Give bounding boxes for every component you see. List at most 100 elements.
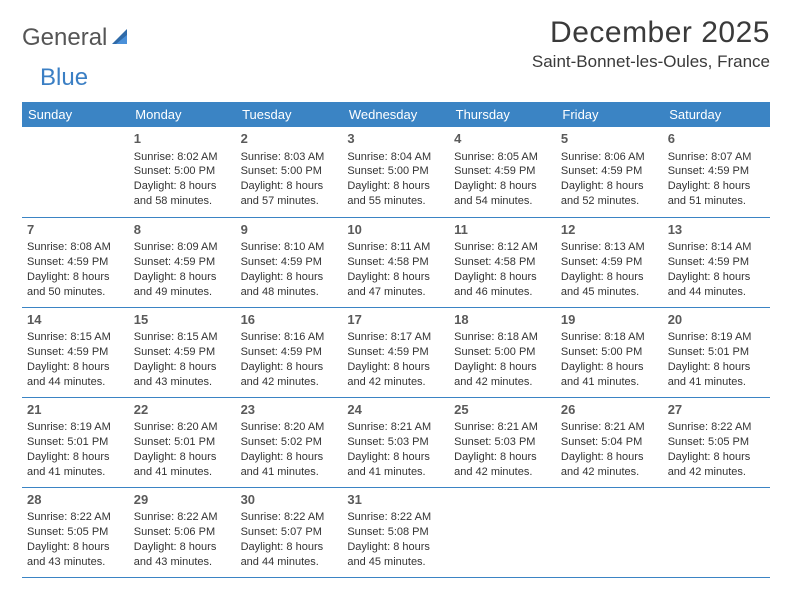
day-number: 19 (561, 311, 658, 329)
day-number: 25 (454, 401, 551, 419)
day-number: 27 (668, 401, 765, 419)
calendar-day-cell: 21Sunrise: 8:19 AMSunset: 5:01 PMDayligh… (22, 397, 129, 487)
calendar-day-cell: 4Sunrise: 8:05 AMSunset: 4:59 PMDaylight… (449, 127, 556, 217)
daylight-line: Daylight: 8 hours and 44 minutes. (668, 270, 765, 300)
weekday-header: Tuesday (236, 102, 343, 127)
daylight-line: Daylight: 8 hours and 41 minutes. (241, 450, 338, 480)
sunrise-line: Sunrise: 8:21 AM (561, 420, 658, 435)
day-number: 15 (134, 311, 231, 329)
day-number: 11 (454, 221, 551, 239)
sunset-line: Sunset: 5:04 PM (561, 435, 658, 450)
sunrise-line: Sunrise: 8:11 AM (347, 240, 444, 255)
daylight-line: Daylight: 8 hours and 42 minutes. (454, 360, 551, 390)
calendar-day-cell: 2Sunrise: 8:03 AMSunset: 5:00 PMDaylight… (236, 127, 343, 217)
sunset-line: Sunset: 4:59 PM (27, 255, 124, 270)
calendar-week-row: 14Sunrise: 8:15 AMSunset: 4:59 PMDayligh… (22, 307, 770, 397)
sunrise-line: Sunrise: 8:13 AM (561, 240, 658, 255)
calendar-day-cell: 9Sunrise: 8:10 AMSunset: 4:59 PMDaylight… (236, 217, 343, 307)
calendar-day-cell: 18Sunrise: 8:18 AMSunset: 5:00 PMDayligh… (449, 307, 556, 397)
sunset-line: Sunset: 5:08 PM (347, 525, 444, 540)
sunset-line: Sunset: 4:59 PM (347, 345, 444, 360)
sunset-line: Sunset: 5:00 PM (241, 164, 338, 179)
day-number: 10 (347, 221, 444, 239)
sunset-line: Sunset: 5:02 PM (241, 435, 338, 450)
sunset-line: Sunset: 4:59 PM (454, 164, 551, 179)
calendar-day-cell: 31Sunrise: 8:22 AMSunset: 5:08 PMDayligh… (342, 487, 449, 577)
day-number: 17 (347, 311, 444, 329)
calendar-day-cell: 11Sunrise: 8:12 AMSunset: 4:58 PMDayligh… (449, 217, 556, 307)
daylight-line: Daylight: 8 hours and 43 minutes. (134, 360, 231, 390)
sunrise-line: Sunrise: 8:12 AM (454, 240, 551, 255)
sunrise-line: Sunrise: 8:15 AM (27, 330, 124, 345)
daylight-line: Daylight: 8 hours and 43 minutes. (134, 540, 231, 570)
calendar-day-cell: 10Sunrise: 8:11 AMSunset: 4:58 PMDayligh… (342, 217, 449, 307)
sunset-line: Sunset: 5:05 PM (27, 525, 124, 540)
daylight-line: Daylight: 8 hours and 42 minutes. (347, 360, 444, 390)
day-number: 9 (241, 221, 338, 239)
day-number: 12 (561, 221, 658, 239)
calendar-day-cell (556, 487, 663, 577)
calendar-day-cell: 15Sunrise: 8:15 AMSunset: 4:59 PMDayligh… (129, 307, 236, 397)
weekday-header: Saturday (663, 102, 770, 127)
calendar-day-cell: 16Sunrise: 8:16 AMSunset: 4:59 PMDayligh… (236, 307, 343, 397)
day-number: 6 (668, 130, 765, 148)
sunset-line: Sunset: 4:59 PM (241, 255, 338, 270)
daylight-line: Daylight: 8 hours and 45 minutes. (347, 540, 444, 570)
title-block: December 2025 Saint-Bonnet-les-Oules, Fr… (532, 16, 770, 72)
sunrise-line: Sunrise: 8:18 AM (561, 330, 658, 345)
daylight-line: Daylight: 8 hours and 49 minutes. (134, 270, 231, 300)
calendar-day-cell (449, 487, 556, 577)
sunset-line: Sunset: 4:59 PM (668, 164, 765, 179)
daylight-line: Daylight: 8 hours and 58 minutes. (134, 179, 231, 209)
daylight-line: Daylight: 8 hours and 55 minutes. (347, 179, 444, 209)
day-number: 30 (241, 491, 338, 509)
logo-text-general: General (22, 24, 107, 52)
calendar-day-cell: 5Sunrise: 8:06 AMSunset: 4:59 PMDaylight… (556, 127, 663, 217)
sunrise-line: Sunrise: 8:21 AM (454, 420, 551, 435)
weekday-header: Sunday (22, 102, 129, 127)
sunset-line: Sunset: 4:58 PM (454, 255, 551, 270)
daylight-line: Daylight: 8 hours and 54 minutes. (454, 179, 551, 209)
day-number: 23 (241, 401, 338, 419)
sunrise-line: Sunrise: 8:14 AM (668, 240, 765, 255)
calendar-day-cell: 6Sunrise: 8:07 AMSunset: 4:59 PMDaylight… (663, 127, 770, 217)
daylight-line: Daylight: 8 hours and 42 minutes. (241, 360, 338, 390)
calendar-day-cell: 30Sunrise: 8:22 AMSunset: 5:07 PMDayligh… (236, 487, 343, 577)
sunset-line: Sunset: 5:00 PM (561, 345, 658, 360)
calendar-day-cell: 25Sunrise: 8:21 AMSunset: 5:03 PMDayligh… (449, 397, 556, 487)
weekday-header: Wednesday (342, 102, 449, 127)
calendar-day-cell: 8Sunrise: 8:09 AMSunset: 4:59 PMDaylight… (129, 217, 236, 307)
day-number: 13 (668, 221, 765, 239)
day-number: 31 (347, 491, 444, 509)
logo: General (22, 16, 131, 52)
day-number: 3 (347, 130, 444, 148)
day-number: 2 (241, 130, 338, 148)
calendar-day-cell: 13Sunrise: 8:14 AMSunset: 4:59 PMDayligh… (663, 217, 770, 307)
day-number: 5 (561, 130, 658, 148)
sunset-line: Sunset: 5:07 PM (241, 525, 338, 540)
calendar-day-cell: 23Sunrise: 8:20 AMSunset: 5:02 PMDayligh… (236, 397, 343, 487)
sunrise-line: Sunrise: 8:22 AM (134, 510, 231, 525)
daylight-line: Daylight: 8 hours and 45 minutes. (561, 270, 658, 300)
calendar-day-cell: 20Sunrise: 8:19 AMSunset: 5:01 PMDayligh… (663, 307, 770, 397)
sunset-line: Sunset: 4:59 PM (241, 345, 338, 360)
daylight-line: Daylight: 8 hours and 43 minutes. (27, 540, 124, 570)
daylight-line: Daylight: 8 hours and 42 minutes. (668, 450, 765, 480)
sunset-line: Sunset: 4:59 PM (561, 255, 658, 270)
daylight-line: Daylight: 8 hours and 50 minutes. (27, 270, 124, 300)
day-number: 1 (134, 130, 231, 148)
calendar-day-cell: 7Sunrise: 8:08 AMSunset: 4:59 PMDaylight… (22, 217, 129, 307)
calendar-day-cell: 28Sunrise: 8:22 AMSunset: 5:05 PMDayligh… (22, 487, 129, 577)
daylight-line: Daylight: 8 hours and 48 minutes. (241, 270, 338, 300)
calendar-day-cell: 27Sunrise: 8:22 AMSunset: 5:05 PMDayligh… (663, 397, 770, 487)
sunrise-line: Sunrise: 8:21 AM (347, 420, 444, 435)
sunset-line: Sunset: 5:01 PM (27, 435, 124, 450)
sunset-line: Sunset: 4:59 PM (134, 345, 231, 360)
sunrise-line: Sunrise: 8:19 AM (27, 420, 124, 435)
daylight-line: Daylight: 8 hours and 46 minutes. (454, 270, 551, 300)
calendar-day-cell (22, 127, 129, 217)
sunrise-line: Sunrise: 8:06 AM (561, 150, 658, 165)
sunset-line: Sunset: 5:00 PM (347, 164, 444, 179)
daylight-line: Daylight: 8 hours and 41 minutes. (561, 360, 658, 390)
calendar-head: Sunday Monday Tuesday Wednesday Thursday… (22, 102, 770, 127)
